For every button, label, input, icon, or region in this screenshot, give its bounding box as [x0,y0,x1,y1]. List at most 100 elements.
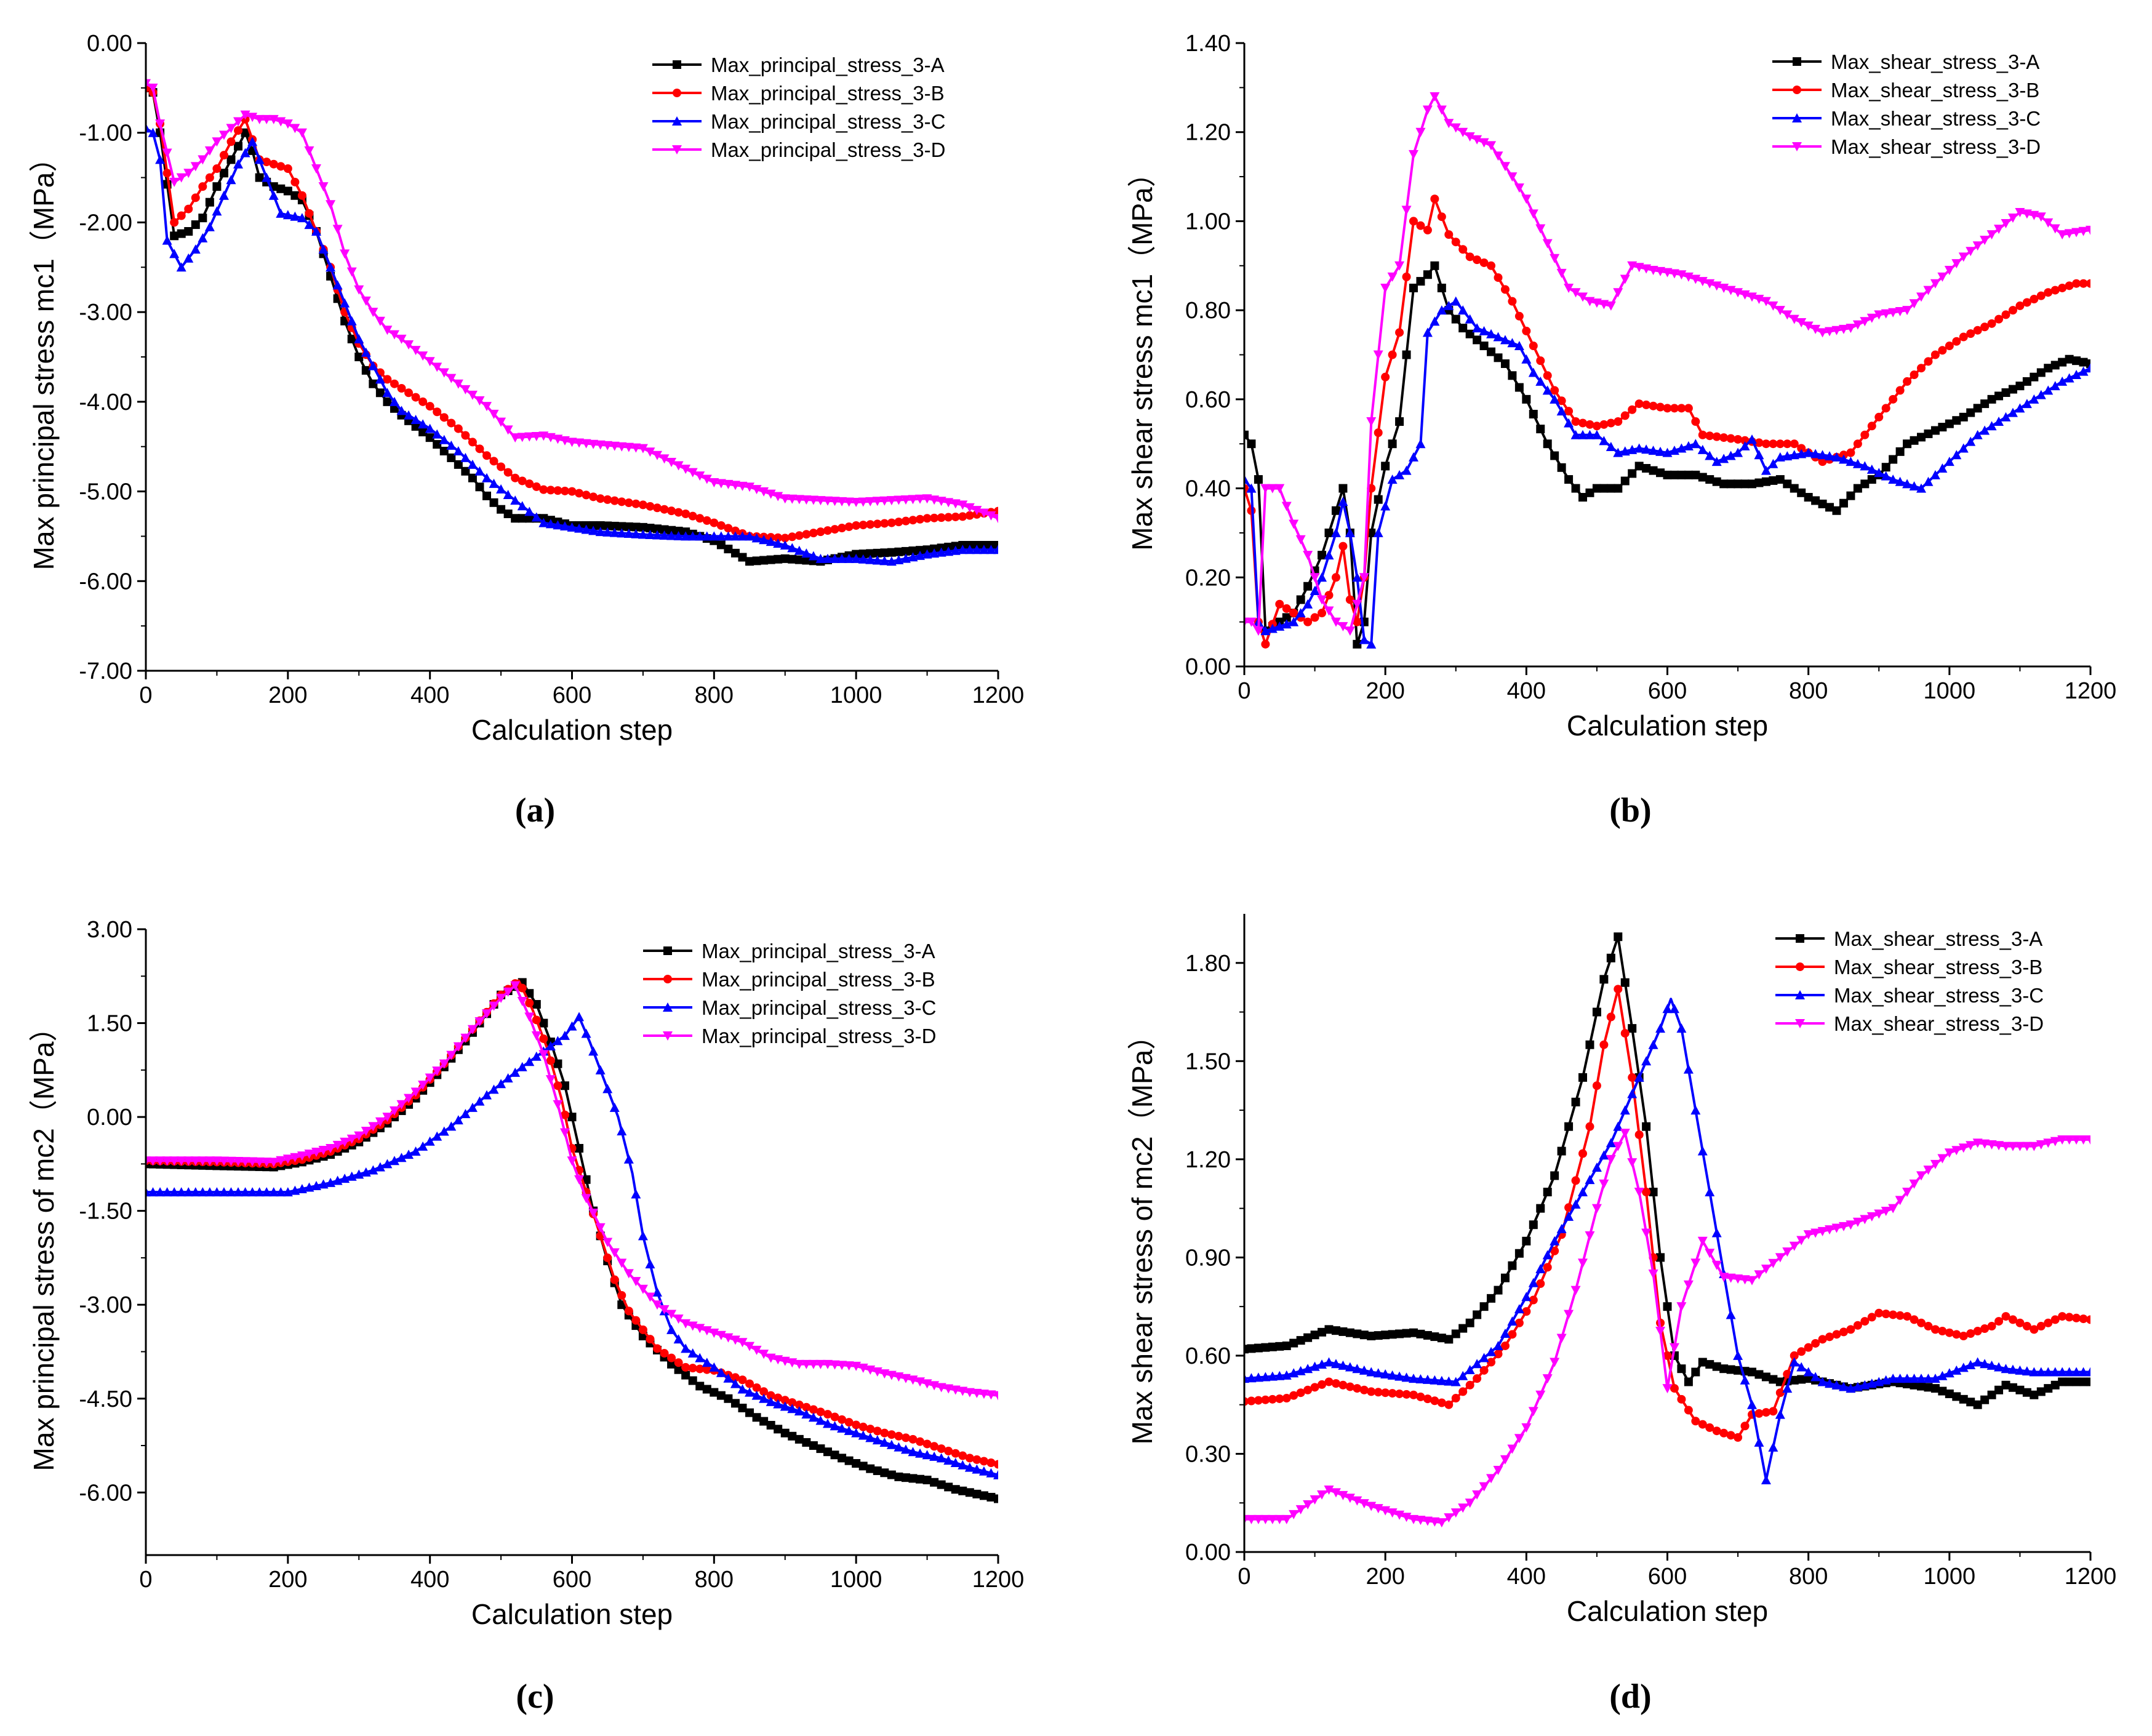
data-point [901,546,910,556]
data-point [1838,324,1849,334]
data-point [1628,1024,1637,1033]
data-point [709,1362,719,1372]
data-point [297,128,307,138]
data-point [1655,446,1666,456]
data-point [524,1012,535,1022]
data-point [183,169,194,178]
data-point [418,351,428,361]
data-point [1599,300,1609,310]
y-tick-label: -1.50 [79,1199,132,1225]
data-point [1669,1343,1679,1353]
data-point [1585,297,1595,306]
data-point [1578,1149,1587,1158]
data-point [852,1459,861,1468]
data-point [1832,1330,1841,1339]
data-point [1677,404,1686,413]
data-point [489,457,498,466]
data-point [737,531,748,541]
data-point [609,1102,620,1112]
data-point [944,1482,953,1492]
data-point [1423,225,1432,234]
data-point [148,1156,158,1166]
data-point [673,1334,684,1344]
data-point [887,1470,896,1479]
data-point [2057,1367,2068,1377]
data-point [1281,1514,1292,1524]
data-point [545,433,556,442]
data-point [1881,404,1890,413]
data-point [623,529,634,538]
data-point [1613,288,1623,298]
data-point [745,531,755,541]
data-point [723,1373,734,1383]
data-point [1543,1188,1552,1197]
data-point [688,1376,697,1385]
data-point [155,154,166,164]
data-point [1338,542,1348,551]
data-point [461,466,470,476]
data-point [1959,412,1968,422]
data-point [1705,450,1715,460]
data-point [1973,1400,1982,1409]
data-point [1775,439,1785,449]
data-point [474,396,485,406]
data-point [283,186,292,196]
data-point [567,438,577,447]
data-point [1606,301,1616,311]
data-point [2022,399,2032,409]
data-point [872,1435,882,1445]
data-point [937,1480,946,1489]
data-point [446,374,457,383]
data-point [673,461,684,471]
data-point [531,512,542,522]
data-point [1388,350,1397,359]
data-point [1733,1350,1743,1360]
data-point [241,128,250,137]
data-point [1923,1374,1934,1383]
data-point [1775,1409,1785,1419]
data-point [1585,1175,1595,1185]
legend-item: Max_shear_stress_3-C [1775,984,2044,1007]
data-point [1797,444,1806,453]
data-point [184,227,193,236]
y-axis-title: Max shear stress of mc2（MPa） [1126,1022,1158,1445]
data-point [773,538,783,548]
data-point [1620,1129,1630,1138]
data-point [396,334,407,344]
data-point [532,1000,541,1009]
data-point [1986,421,1997,431]
data-point [148,127,158,137]
series-line [1244,998,2090,1481]
data-point [1641,264,1652,274]
data-point [1817,1226,1828,1236]
data-point [368,308,378,318]
data-point [2029,1367,2039,1377]
data-point [1380,501,1391,511]
data-point [1330,527,1341,537]
data-point [1937,272,1948,282]
data-point [383,397,392,406]
data-point [986,545,996,554]
data-point [994,541,998,550]
data-point [2015,301,2025,310]
data-point [581,1028,591,1038]
data-point [162,235,172,245]
data-point [254,1187,265,1197]
data-point [1825,1225,1835,1235]
data-point [233,1187,244,1197]
data-point [1852,1217,1863,1227]
data-point [1917,433,1926,442]
data-point [1422,327,1433,337]
data-point [311,1148,321,1158]
data-point [489,1084,499,1094]
y-tick-label: 1.50 [87,1011,132,1037]
data-point [389,330,399,340]
data-point [460,452,471,462]
data-point [574,1175,585,1185]
data-point [1564,283,1574,293]
data-point [1295,535,1306,545]
data-point [993,514,998,524]
data-point [226,137,236,146]
data-point [389,396,399,406]
data-point [1536,356,1545,366]
